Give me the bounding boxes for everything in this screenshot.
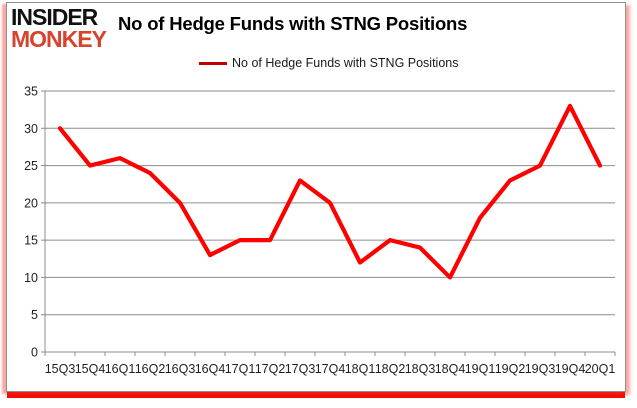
y-axis-label: 15 — [24, 234, 38, 248]
legend-label: No of Hedge Funds with STNG Positions — [232, 56, 459, 70]
y-axis-label: 35 — [24, 85, 38, 99]
legend: No of Hedge Funds with STNG Positions — [199, 55, 459, 71]
x-axis-label: 18Q3 — [405, 362, 436, 376]
x-axis-label: 16Q2 — [135, 362, 166, 376]
data-line — [57, 103, 603, 280]
x-axis-label: 17Q3 — [285, 362, 316, 376]
y-axis-label: 30 — [24, 122, 38, 136]
y-axis-label: 0 — [31, 346, 38, 360]
x-axis-label: 19Q2 — [495, 362, 526, 376]
x-axis-label: 16Q4 — [195, 362, 226, 376]
x-axis-label: 19Q4 — [555, 362, 586, 376]
y-axis-label: 5 — [31, 308, 38, 322]
x-axis-label: 18Q2 — [375, 362, 406, 376]
x-axis-label: 16Q3 — [165, 362, 196, 376]
logo-text-insider: INSIDER — [11, 4, 98, 30]
x-axis-label: 17Q2 — [255, 362, 286, 376]
x-axis-label: 19Q1 — [465, 362, 496, 376]
x-axis-label: 15Q3 — [45, 362, 76, 376]
x-axis-label: 17Q4 — [315, 362, 346, 376]
y-axis-label: 25 — [24, 159, 38, 173]
x-axis-label: 16Q1 — [105, 362, 136, 376]
insider-monkey-logo: INSIDER MONKEY — [11, 4, 107, 52]
logo-text-monkey: MONKEY — [11, 25, 107, 52]
y-axis-label: 20 — [24, 196, 38, 210]
legend-line-icon — [199, 61, 227, 65]
x-axis-label: 18Q4 — [435, 362, 466, 376]
chart-frame — [6, 2, 626, 392]
x-axis-label: 17Q1 — [225, 362, 256, 376]
x-axis-label: 18Q1 — [345, 362, 376, 376]
x-axis-label: 15Q4 — [75, 362, 106, 376]
chart-title: No of Hedge Funds with STNG Positions — [118, 13, 468, 34]
x-axis-label: 20Q1 — [585, 362, 616, 376]
x-axis-label: 19Q3 — [525, 362, 556, 376]
y-axis-label: 10 — [24, 271, 38, 285]
